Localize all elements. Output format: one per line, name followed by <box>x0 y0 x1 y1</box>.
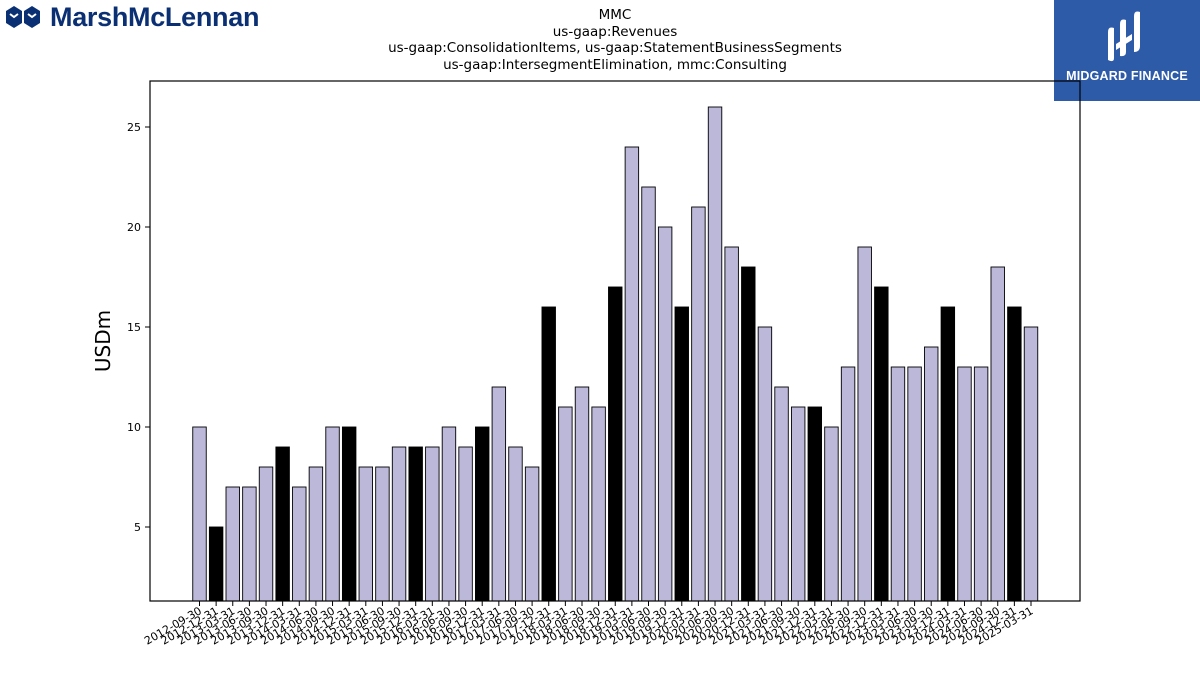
bar-2013-06-30 <box>242 486 257 602</box>
bar-2020-03-31 <box>691 206 706 602</box>
bar-2013-12-31 <box>275 446 290 602</box>
bar-2017-12-31 <box>541 306 556 602</box>
bar-2015-06-30 <box>375 466 390 602</box>
y-axis: 5 10 15 20 25 <box>127 121 150 534</box>
x-axis: 2012-09-302012-12-312013-03-312013-06-30… <box>142 601 1036 648</box>
bar-2020-12-31 <box>741 266 756 602</box>
bar-2022-03-31 <box>824 426 839 602</box>
chart-title-line-1: MMC <box>598 7 632 23</box>
midgard-finance-label: MIDGARD FINANCE <box>1066 69 1188 83</box>
y-tick-label: 5 <box>134 521 141 534</box>
bar-2014-03-31 <box>292 486 307 602</box>
bar-2025-03-31 <box>1023 326 1039 602</box>
bar-2017-09-30 <box>524 466 540 602</box>
bar-2018-06-30 <box>574 386 590 602</box>
bars-layer <box>192 106 1039 602</box>
bar-2014-06-30 <box>308 466 324 602</box>
bar-2024-12-31 <box>1007 306 1022 602</box>
bar-2019-06-30 <box>641 186 656 602</box>
bar-2023-03-31 <box>890 366 906 602</box>
bar-2021-09-30 <box>790 406 806 602</box>
brand-mark-icon <box>6 6 40 28</box>
bar-2017-03-31 <box>491 386 507 602</box>
bar-2017-06-30 <box>508 446 523 602</box>
bar-2016-09-30 <box>458 446 473 602</box>
bar-2016-03-31 <box>425 446 440 602</box>
brand-logo: MarshMcLennan <box>4 2 259 32</box>
bar-2016-12-31 <box>475 426 490 602</box>
bar-2012-09-30 <box>192 426 207 602</box>
bar-2023-12-31 <box>940 306 956 602</box>
y-tick-label: 20 <box>127 221 141 234</box>
bar-2020-09-30 <box>724 246 739 602</box>
bar-2024-09-30 <box>990 266 1005 602</box>
bar-2022-06-30 <box>840 366 856 602</box>
bar-2023-06-30 <box>907 366 922 602</box>
bar-2019-03-31 <box>624 146 640 602</box>
bar-2018-09-30 <box>591 406 606 602</box>
bar-2022-09-30 <box>857 246 872 602</box>
chart-title-line-3: us-gaap:ConsolidationItems, us-gaap:Stat… <box>388 40 842 56</box>
bar-2013-03-31 <box>225 486 240 602</box>
y-tick-label: 10 <box>127 421 141 434</box>
bar-2023-09-30 <box>924 346 939 602</box>
bar-2024-06-30 <box>973 366 989 602</box>
bar-2015-12-31 <box>408 446 423 602</box>
bar-2012-12-31 <box>208 526 224 602</box>
chart-title-line-2: us-gaap:Revenues <box>552 23 678 40</box>
midgard-logo-icon <box>1108 11 1140 62</box>
bar-2013-09-30 <box>258 466 274 602</box>
y-axis-label: USDm <box>91 310 115 372</box>
chart-title: MMC us-gaap:Revenues us-gaap:Consolidati… <box>315 7 915 73</box>
y-tick-label: 15 <box>127 321 141 334</box>
bar-2015-09-30 <box>391 446 407 602</box>
brand-name: MarshMcLennan <box>50 1 260 32</box>
bar-2021-03-31 <box>757 326 773 602</box>
y-tick-label: 25 <box>127 121 141 134</box>
bar-2016-06-30 <box>441 426 457 602</box>
bar-2019-12-31 <box>674 306 689 602</box>
bar-2014-09-30 <box>325 426 340 602</box>
bar-2021-12-31 <box>807 406 823 602</box>
chart-title-line-4: us-gaap:IntersegmentElimination, mmc:Con… <box>443 56 787 73</box>
bar-2014-12-31 <box>341 426 357 602</box>
bar-2020-06-30 <box>707 106 723 602</box>
bar-2021-06-30 <box>774 386 789 602</box>
midgard-finance-badge: MIDGARD FINANCE <box>1054 0 1200 101</box>
bar-2018-03-31 <box>558 406 573 602</box>
bar-2019-09-30 <box>657 226 673 602</box>
bar-2015-03-31 <box>358 466 373 602</box>
bar-2022-12-31 <box>874 286 889 602</box>
bar-2024-03-31 <box>957 366 972 602</box>
bar-2018-12-31 <box>608 286 623 602</box>
